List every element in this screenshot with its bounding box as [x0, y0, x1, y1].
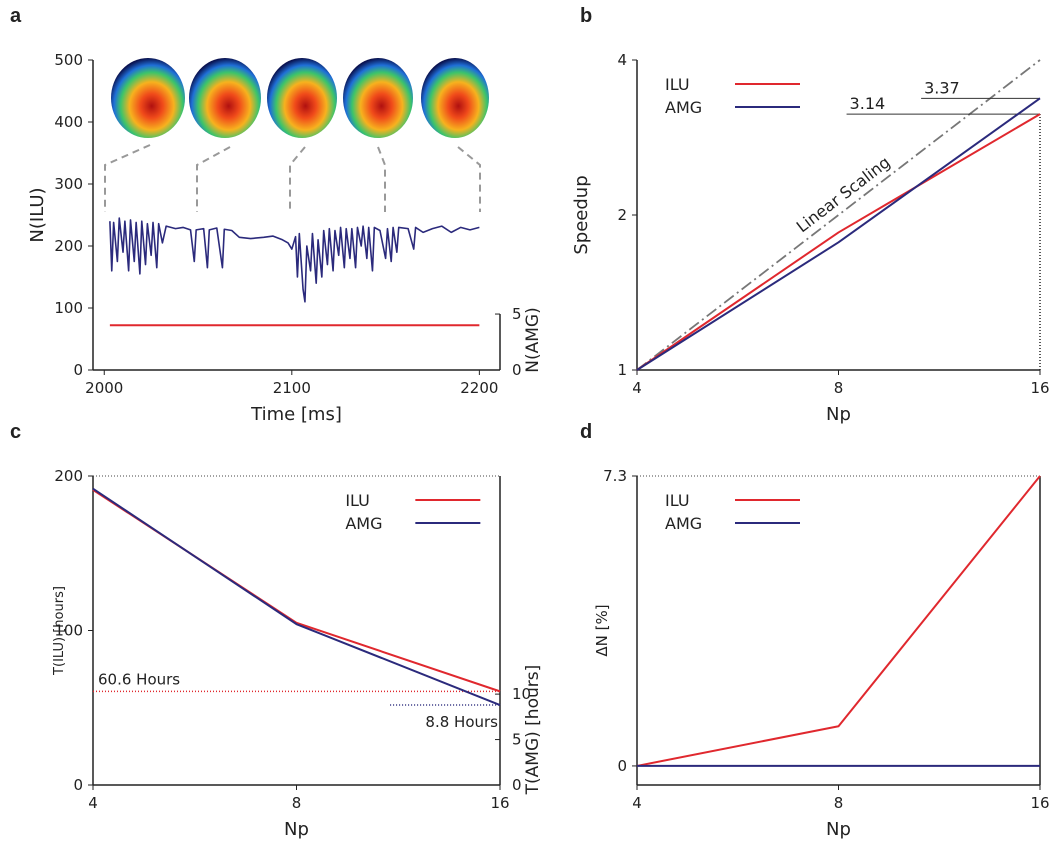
connector: [457, 146, 481, 212]
y-tick-label: 100: [54, 299, 83, 317]
y-tick-label: 2: [617, 206, 627, 224]
x-tick-label: 16: [1030, 794, 1049, 812]
connector: [377, 146, 386, 212]
heart-image: [343, 58, 413, 138]
x-tick-label: 2000: [85, 379, 123, 397]
series-line: [92, 487, 501, 706]
y-axis-title: Speedup: [571, 175, 592, 254]
y2-tick-label: 10: [512, 685, 531, 703]
annotation-label: 60.6 Hours: [98, 670, 180, 688]
x-tick-label: 16: [490, 794, 509, 812]
panel: d 4 8 16 0 7.3 Np ΔN [%] ILU AMG: [580, 421, 1050, 840]
y-tick-label: 200: [54, 237, 83, 255]
y-axis-title: ΔN [%]: [593, 604, 611, 656]
annotation-label: 3.37: [924, 78, 960, 97]
x-tick-label: 4: [632, 379, 642, 397]
y-axis-title: N(ILU): [27, 187, 48, 242]
y-tick-label: 0: [73, 776, 83, 794]
y2-axis-title: T(AMG) [hours]: [523, 665, 543, 796]
legend-label: AMG: [665, 514, 702, 533]
annotation-label: 3.14: [850, 94, 886, 113]
y-tick-label: 400: [54, 113, 83, 131]
legend-label: ILU: [665, 491, 690, 510]
series-line: [109, 217, 480, 303]
heart-image: [189, 58, 261, 138]
series-line: [636, 113, 1041, 371]
legend-label: ILU: [665, 75, 690, 94]
y-tick-label: 300: [54, 175, 83, 193]
y2-tick-label: 0: [512, 776, 522, 794]
series-line: [636, 475, 1041, 767]
annotation-label: 8.8 Hours: [425, 713, 498, 731]
x-axis-title: Np: [826, 404, 851, 425]
reference-label: Linear Scaling: [793, 153, 894, 237]
heart-images: [111, 58, 489, 138]
y2-axis-title: N(AMG): [523, 307, 543, 372]
y-tick-label: 4: [617, 51, 627, 69]
series-line: [92, 489, 501, 693]
connectors: [104, 144, 481, 212]
y-tick-label: 0: [73, 361, 83, 379]
connector: [289, 146, 306, 212]
heart-image: [267, 58, 337, 138]
y-tick-label: 100: [54, 622, 83, 640]
connector: [196, 146, 231, 212]
legend-label: ILU: [345, 491, 370, 510]
y2-tick-label: 0: [512, 361, 522, 379]
panel: a 2000 2100 2200 0 100 200 300 400 500 0 5 Time [ms]…: [10, 5, 543, 425]
x-tick-label: 2100: [273, 379, 311, 397]
y-tick-label: 1: [617, 361, 627, 379]
x-axis-title: Np: [284, 819, 309, 840]
reference-line: [636, 59, 1041, 371]
x-axis-title: Time [ms]: [250, 404, 342, 425]
legend-label: AMG: [345, 514, 382, 533]
heart-image: [421, 58, 489, 138]
y-tick-label: 0: [617, 757, 627, 775]
panel-label: d: [580, 421, 592, 443]
x-axis-title: Np: [826, 819, 851, 840]
series-line: [636, 97, 1041, 371]
y-axis-title: T(ILU) [hours]: [52, 586, 67, 676]
panel-label: c: [10, 421, 21, 443]
panel-label: b: [580, 5, 592, 27]
x-tick-label: 8: [292, 794, 302, 812]
heart-image: [111, 58, 185, 138]
legend-label: AMG: [665, 98, 702, 117]
panel: b 4 8 16 1 2 4 Np Speedup Linear Scaling 3.14 3.37 I…: [571, 5, 1050, 425]
y-tick-label: 500: [54, 51, 83, 69]
y2-tick-label: 5: [512, 731, 522, 749]
x-tick-label: 4: [88, 794, 98, 812]
y2-tick-label: 5: [512, 305, 522, 323]
x-tick-label: 16: [1030, 379, 1049, 397]
x-tick-label: 2200: [460, 379, 498, 397]
x-tick-label: 4: [632, 794, 642, 812]
y-tick-label: 200: [54, 467, 83, 485]
panel-label: a: [10, 5, 22, 27]
connector: [104, 144, 151, 212]
y-tick-label: 7.3: [603, 467, 627, 485]
x-tick-label: 8: [834, 794, 844, 812]
x-tick-label: 8: [834, 379, 844, 397]
